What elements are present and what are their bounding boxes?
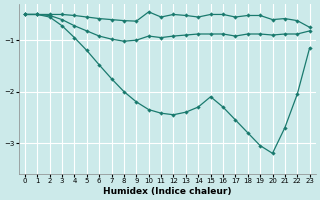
- X-axis label: Humidex (Indice chaleur): Humidex (Indice chaleur): [103, 187, 232, 196]
